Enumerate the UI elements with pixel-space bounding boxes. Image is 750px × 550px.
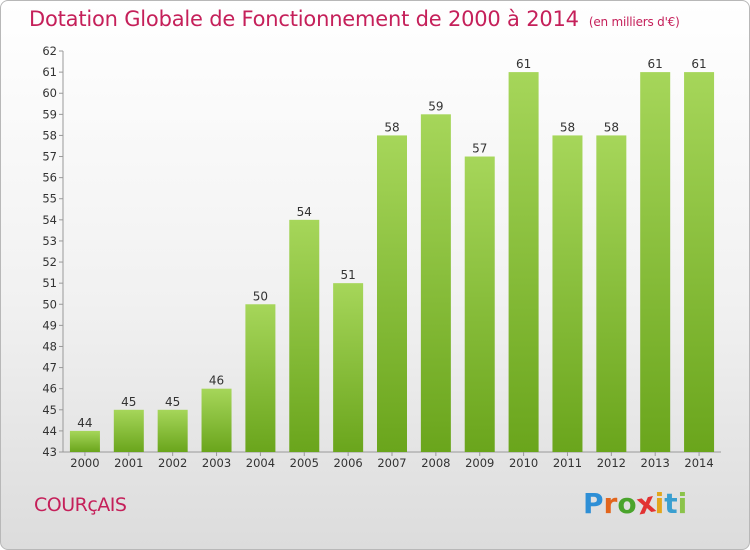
y-tick-label: 59 xyxy=(42,107,57,121)
logo-letter: o xyxy=(617,487,637,520)
chart-title: Dotation Globale de Fonctionnement de 20… xyxy=(29,7,680,31)
logo-letter: i xyxy=(654,487,665,520)
axes: 43 44 45 46 47 48 49 50 51 52 53 54 55 56 57 58 59 60 61 62… xyxy=(42,44,721,470)
logo-letter: r xyxy=(603,487,618,520)
y-tick-label: 46 xyxy=(42,382,57,396)
y-tick-label: 60 xyxy=(42,86,57,100)
y-tick-label: 62 xyxy=(42,44,57,58)
commune-name: COURçAIS xyxy=(34,494,127,516)
y-tick-label: 53 xyxy=(42,234,57,248)
x-tick-label: 2008 xyxy=(421,456,450,470)
bar-2012 xyxy=(596,135,627,452)
data-label-2009: 57 xyxy=(472,142,487,156)
data-label-2002: 45 xyxy=(165,395,180,409)
data-label-2014: 61 xyxy=(691,57,706,71)
data-label-2001: 45 xyxy=(121,395,136,409)
y-tick-label: 50 xyxy=(42,297,57,311)
bars xyxy=(69,72,715,453)
y-tick-label: 51 xyxy=(42,276,57,290)
x-tick-label: 2000 xyxy=(70,456,99,470)
chart-title-text: Dotation Globale de Fonctionnement de 20… xyxy=(29,7,579,31)
bar-2002 xyxy=(157,409,188,452)
data-label-2012: 58 xyxy=(604,120,619,134)
y-tick-label: 45 xyxy=(42,403,57,417)
x-tick-label: 2010 xyxy=(509,456,538,470)
y-tick-label: 61 xyxy=(42,65,57,79)
data-label-2003: 46 xyxy=(209,374,224,388)
chart-subtitle: (en milliers d'€) xyxy=(588,15,680,29)
bar-2000 xyxy=(69,430,100,452)
logo-letter: t xyxy=(664,487,678,520)
bar-2010 xyxy=(508,72,539,453)
data-label-2011: 58 xyxy=(560,120,575,134)
data-label-2010: 61 xyxy=(516,57,531,71)
y-tick-label: 56 xyxy=(42,171,57,185)
x-tick-label: 2005 xyxy=(290,456,319,470)
bar-2005 xyxy=(289,219,320,452)
y-tick-label: 58 xyxy=(42,128,57,142)
y-tick-label: 52 xyxy=(42,255,57,269)
y-tick-label: 55 xyxy=(42,192,57,206)
bar-2013 xyxy=(640,72,671,453)
data-label-2013: 61 xyxy=(648,57,663,71)
x-tick-label: 2011 xyxy=(553,456,582,470)
y-tick-label: 54 xyxy=(42,213,57,227)
bar-2003 xyxy=(201,388,232,452)
bar-2008 xyxy=(420,114,451,452)
y-tick-label: 57 xyxy=(42,150,57,164)
bar-2004 xyxy=(245,304,276,452)
bar-2001 xyxy=(113,409,144,452)
y-tick-label: 48 xyxy=(42,339,57,353)
data-labels: 44 45 45 46 50 54 51 58 59 57 61 58 58 61 61 xyxy=(77,57,706,430)
proxiti-logo[interactable]: Proxiti xyxy=(583,485,688,521)
data-label-2006: 51 xyxy=(340,268,355,282)
y-tick-label: 43 xyxy=(42,445,57,459)
data-label-2000: 44 xyxy=(77,416,92,430)
x-tick-label: 2002 xyxy=(158,456,187,470)
bar-2006 xyxy=(333,283,364,452)
data-label-2007: 58 xyxy=(384,120,399,134)
bar-2011 xyxy=(552,135,583,452)
x-tick-label: 2001 xyxy=(114,456,143,470)
bar-2009 xyxy=(464,156,495,453)
x-tick-label: 2014 xyxy=(684,456,713,470)
y-tick-label: 49 xyxy=(42,318,57,332)
data-label-2005: 54 xyxy=(297,205,312,219)
x-tick-label: 2013 xyxy=(641,456,670,470)
y-tick-label: 47 xyxy=(42,361,57,375)
bar-2014 xyxy=(684,72,715,453)
x-tick-label: 2009 xyxy=(465,456,494,470)
logo-letter: P xyxy=(583,487,604,520)
logo-letter: i xyxy=(677,487,688,520)
x-tick-label: 2004 xyxy=(246,456,275,470)
bar-2007 xyxy=(377,135,407,452)
x-tick-label: 2003 xyxy=(202,456,231,470)
x-tick-label: 2006 xyxy=(333,456,362,470)
x-tick-label: 2007 xyxy=(377,456,406,470)
y-tick-label: 44 xyxy=(42,424,57,438)
data-label-2004: 50 xyxy=(253,289,268,303)
data-label-2008: 59 xyxy=(428,99,443,113)
x-tick-label: 2012 xyxy=(597,456,626,470)
